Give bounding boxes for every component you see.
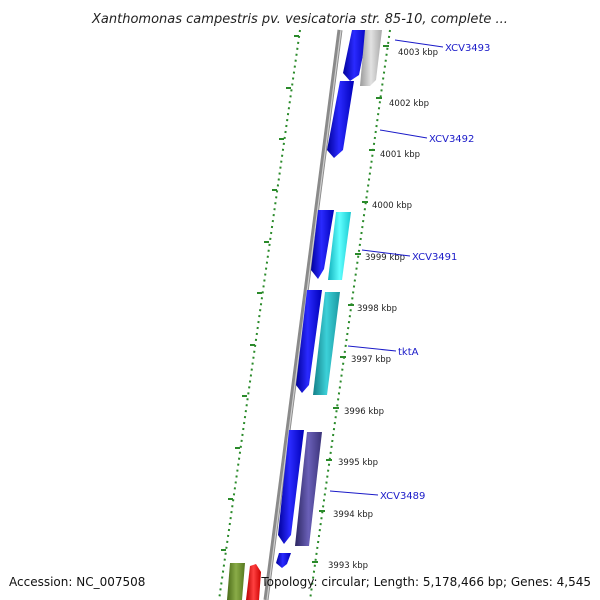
gene-bottom-olive[interactable] bbox=[227, 563, 245, 600]
genome-backbone bbox=[263, 29, 343, 600]
gene-xcv3491[interactable] bbox=[311, 210, 334, 279]
tick-label: 3993 kbp bbox=[328, 561, 368, 571]
gene-xcv3493[interactable] bbox=[343, 30, 368, 81]
gene-tkta-upstream[interactable] bbox=[296, 290, 322, 393]
tick-label: 3997 kbp bbox=[351, 355, 391, 365]
gene-label-leaders bbox=[329, 39, 444, 496]
gene-label-xcv3492[interactable]: XCV3492 bbox=[429, 134, 474, 145]
topology-text: Topology: circular; Length: 5,178,466 bp… bbox=[260, 575, 591, 589]
map-title: Xanthomonas campestris pv. vesicatoria s… bbox=[91, 12, 508, 27]
gene-xcv3491-neighbor[interactable] bbox=[328, 212, 351, 280]
gene-xcv3489-neighbor[interactable] bbox=[295, 432, 322, 546]
tick-label: 3996 kbp bbox=[344, 407, 384, 417]
kbp-tick-labels: 4003 kbp 4002 kbp 4001 kbp 4000 kbp 3999… bbox=[328, 48, 438, 571]
inner-ruler-dashes bbox=[312, 45, 389, 563]
gene-xcv3489[interactable] bbox=[278, 430, 304, 544]
gene-xcv3493-neighbor[interactable] bbox=[360, 30, 382, 86]
tick-label: 3999 kbp bbox=[365, 253, 405, 263]
tick-label: 3998 kbp bbox=[357, 304, 397, 314]
gene-label-xcv3491[interactable]: XCV3491 bbox=[412, 252, 457, 263]
tick-label: 4001 kbp bbox=[380, 150, 420, 160]
gene-xcv3492[interactable] bbox=[327, 81, 354, 158]
accession-text: Accession: NC_007508 bbox=[9, 575, 145, 589]
tick-label: 3995 kbp bbox=[338, 458, 378, 468]
gene-bottom-blue[interactable] bbox=[276, 553, 291, 568]
gene-labels: XCV3493 XCV3492 XCV3491 tktA XCV3489 bbox=[380, 43, 490, 502]
tick-label: 3994 kbp bbox=[333, 510, 373, 520]
tick-label: 4003 kbp bbox=[398, 48, 438, 58]
gene-tkta[interactable] bbox=[313, 292, 340, 395]
gene-label-xcv3489[interactable]: XCV3489 bbox=[380, 491, 425, 502]
outer-ruler-dashes bbox=[221, 35, 299, 551]
genome-backbone-highlight bbox=[266, 29, 342, 600]
track-lane bbox=[224, 30, 368, 600]
gene-label-xcv3493[interactable]: XCV3493 bbox=[445, 43, 490, 54]
tick-label: 4000 kbp bbox=[372, 201, 412, 211]
gene-arrows bbox=[227, 30, 382, 600]
tick-label: 4002 kbp bbox=[389, 99, 429, 109]
gene-bottom-red[interactable] bbox=[246, 564, 261, 600]
gene-label-tkta[interactable]: tktA bbox=[398, 347, 419, 358]
